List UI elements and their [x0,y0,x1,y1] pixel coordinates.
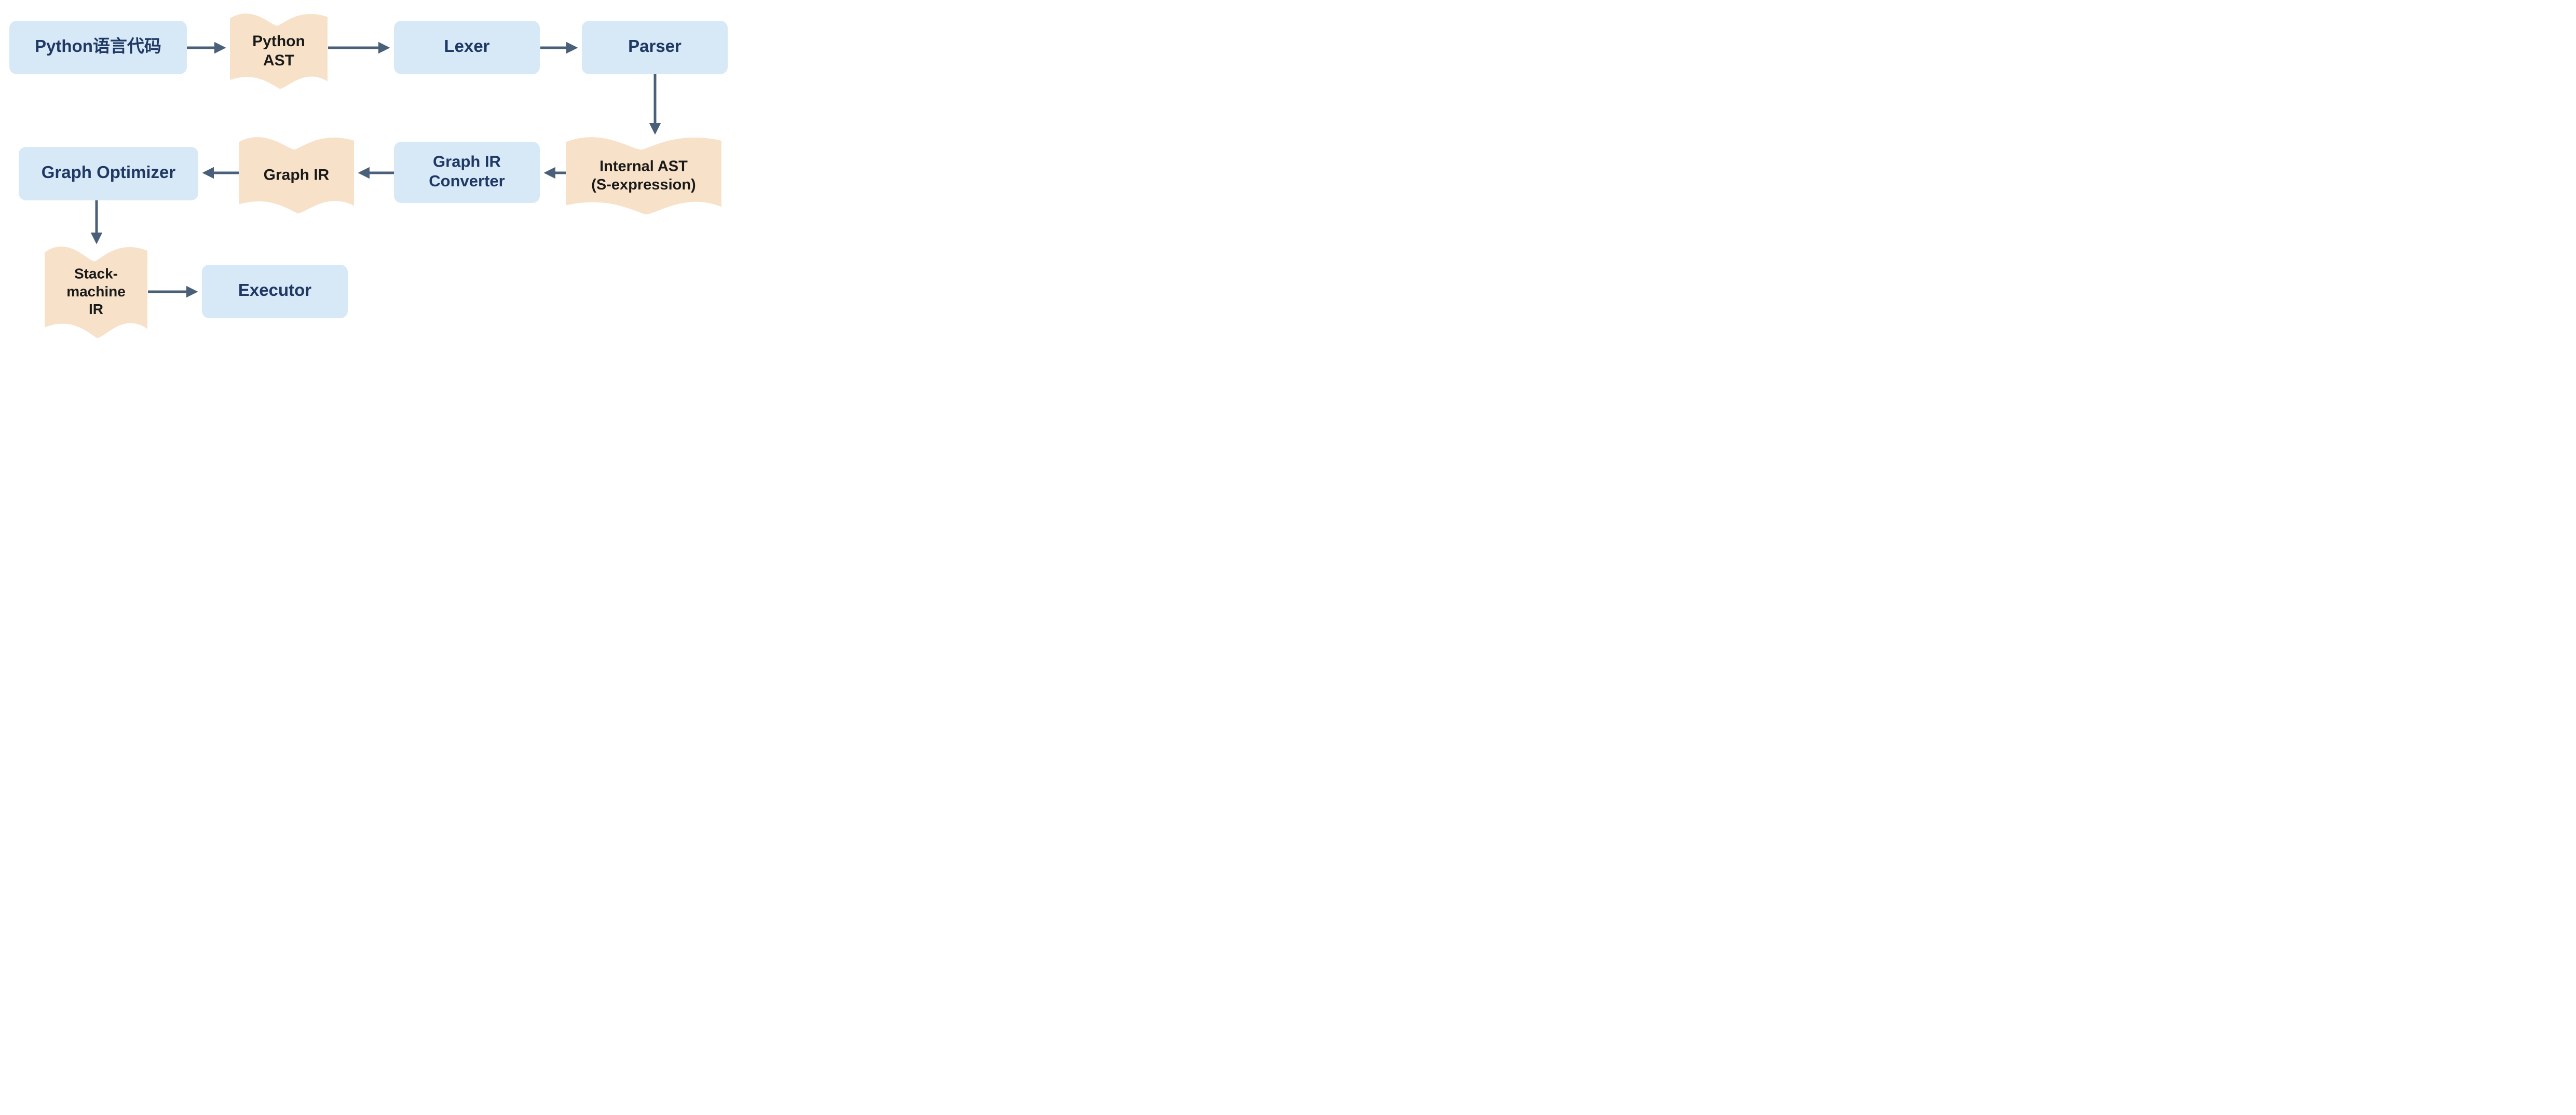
node-executor: Executor [202,265,348,318]
node-stack_machine_ir: Stack-machineIR [45,247,147,338]
node-graph_ir: Graph IR [239,137,354,213]
node-label-parser: Parser [628,36,682,56]
node-label-graph_optimizer: Graph Optimizer [42,162,176,182]
node-python_code: Python语言代码 [9,21,187,74]
node-graph_ir_converter: Graph IRConverter [394,142,540,203]
node-lexer: Lexer [394,21,540,74]
node-label-python_code: Python语言代码 [35,36,161,56]
node-label-executor: Executor [238,280,311,300]
node-python_ast: PythonAST [230,13,328,89]
node-graph_optimizer: Graph Optimizer [19,147,198,200]
node-internal_ast: Internal AST(S-expression) [566,137,721,214]
node-label-lexer: Lexer [444,36,489,56]
compiler-pipeline-diagram: Python语言代码 PythonAST Lexer Parser Internal A… [0,0,805,348]
node-parser: Parser [582,21,728,74]
node-label-graph_ir: Graph IR [264,167,330,184]
